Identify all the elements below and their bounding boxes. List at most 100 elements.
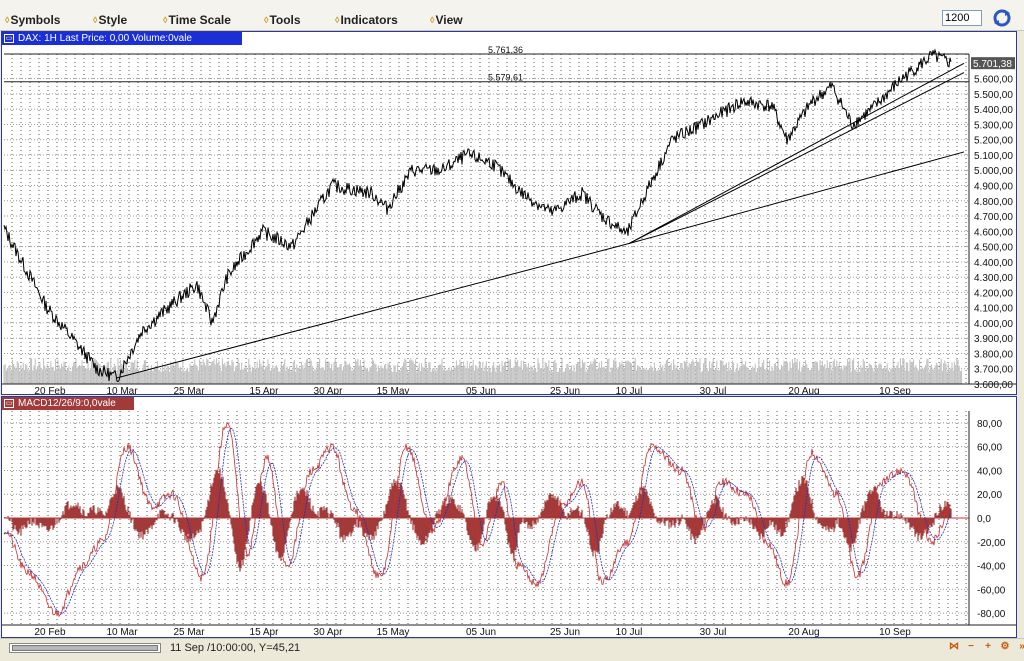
- last-price-box: [971, 57, 1015, 70]
- macd-panel-title: ▭ MACD12/26/9:0,0vale: [2, 397, 134, 410]
- y-tick-label: 5.400,00: [974, 105, 1013, 116]
- price-lines: 5.761,36 5.579,61: [3, 45, 969, 383]
- price-chart[interactable]: 5.761,36 5.579,61 5.600,00 5.500,00 5.400,0…: [2, 32, 1016, 394]
- y-tick-label: 5.000,00: [974, 166, 1013, 177]
- x-tick-label: 30 Apr: [314, 627, 344, 637]
- y-tick-label: 20,00: [977, 490, 1002, 501]
- x-tick-label: 30 Apr: [314, 386, 344, 394]
- x-tick-label: 15 May: [377, 386, 410, 394]
- y-tick-label: -60,00: [977, 585, 1006, 596]
- y-tick-label: 4.600,00: [974, 227, 1013, 238]
- x-tick-label: 10 Mar: [106, 386, 138, 394]
- x-tick-label: 05 Jun: [466, 386, 496, 394]
- price-panel-title: ▭ DAX: 1H Last Price: 0,00 Volume:0vale: [2, 32, 242, 45]
- last-price-label: 5.701,38: [973, 59, 1012, 70]
- macd-title-text: MACD12/26/9:0,0vale: [18, 398, 116, 409]
- y-tick-label: 4.300,00: [974, 273, 1013, 284]
- y-tick-label: 40,00: [977, 466, 1002, 477]
- x-tick-label: 10 Jul: [616, 386, 643, 394]
- y-tick-label: 4.500,00: [974, 243, 1013, 254]
- price-grid: [4, 54, 969, 385]
- x-tick-label: 25 Jun: [550, 386, 580, 394]
- x-tick-label: 30 Jul: [700, 627, 727, 637]
- macd-axis: 80,00 60,00 40,00 20,00 0,0 -20,00 -40,00 -60,0…: [2, 411, 1016, 637]
- menu-view[interactable]: ◊ View: [430, 12, 463, 27]
- menu-label: Symbols: [10, 12, 61, 27]
- x-tick-label: 20 Aug: [788, 627, 819, 637]
- x-tick-label: 10 Sep: [879, 627, 911, 637]
- y-tick-label: 5.100,00: [974, 151, 1013, 162]
- menu-toolbar: ◊ Symbols ◊ Style ◊ Time Scale ◊ Tools ◊ Indi…: [0, 0, 1024, 31]
- zoom-input[interactable]: [942, 10, 982, 26]
- diamond-icon: ◊: [264, 14, 269, 25]
- x-tick-label: 20 Feb: [34, 386, 66, 394]
- y-tick-label: -80,00: [977, 609, 1006, 620]
- menu-tools[interactable]: ◊ Tools: [264, 12, 301, 27]
- panel-menu-icon[interactable]: ▭: [4, 34, 14, 43]
- y-tick-label: 80,00: [977, 419, 1002, 430]
- x-tick-label: 10 Sep: [879, 386, 911, 394]
- y-tick-label: 4.400,00: [974, 258, 1013, 269]
- y-tick-label: -20,00: [977, 538, 1006, 549]
- y-tick-label: 5.600,00: [974, 75, 1013, 86]
- menu-symbols[interactable]: ◊ Symbols: [5, 12, 60, 27]
- panel-menu-icon[interactable]: ▭: [4, 399, 14, 408]
- price-line: [3, 48, 952, 383]
- y-tick-label: 4.100,00: [974, 304, 1013, 315]
- low-label: 5.579,61: [488, 73, 523, 83]
- menu-style[interactable]: ◊ Style: [93, 12, 127, 27]
- y-tick-label: 4.900,00: [974, 182, 1013, 193]
- nav-icons: ⋈ − + ⚙ »: [947, 641, 1024, 653]
- x-tick-label: 10 Mar: [106, 627, 138, 637]
- x-tick-label: 15 May: [377, 627, 410, 637]
- fit-icon[interactable]: ⋈: [949, 641, 959, 652]
- diamond-icon: ◊: [93, 14, 98, 25]
- y-tick-label: 5.200,00: [974, 136, 1013, 147]
- y-tick-label: -40,00: [977, 562, 1006, 573]
- diamond-icon: ◊: [335, 14, 340, 25]
- menu-label: View: [435, 12, 463, 27]
- y-tick-label: 60,00: [977, 443, 1002, 454]
- settings-icon[interactable]: ⚙: [1000, 641, 1010, 652]
- x-tick-label: 30 Jul: [700, 386, 727, 394]
- y-tick-label: 4.200,00: [974, 288, 1013, 299]
- macd-lines: [3, 421, 952, 618]
- x-tick-label: 25 Jun: [550, 627, 580, 637]
- price-title-text: DAX: 1H Last Price: 0,00 Volume:0vale: [18, 33, 192, 44]
- scroll-end-icon[interactable]: »: [1015, 641, 1024, 653]
- scroll-thumb[interactable]: [12, 645, 158, 651]
- x-tick-label: 15 Apr: [250, 386, 280, 394]
- y-tick-label: 4.000,00: [974, 319, 1013, 330]
- zoom-out-icon[interactable]: −: [968, 641, 974, 652]
- zoom-in-icon[interactable]: +: [985, 641, 991, 652]
- macd-panel: ▭ MACD12/26/9:0,0vale 80,00 60,00 40,00 20,…: [1, 396, 1017, 638]
- high-label: 5.761,36: [488, 45, 523, 55]
- x-tick-label: 25 Mar: [173, 386, 205, 394]
- trendline: [628, 72, 965, 244]
- y-tick-label: 3.700,00: [974, 365, 1013, 376]
- macd-chart[interactable]: 80,00 60,00 40,00 20,00 0,0 -20,00 -40,00 -60,0…: [2, 397, 1016, 637]
- diamond-icon: ◊: [163, 14, 168, 25]
- horizontal-scrollbar[interactable]: [9, 643, 161, 653]
- diamond-icon: ◊: [430, 14, 435, 25]
- y-tick-label: 3.800,00: [974, 349, 1013, 360]
- trendline: [116, 243, 630, 379]
- trendline: [628, 151, 965, 245]
- cursor-readout: 11 Sep /10:00:00, Y=45,21: [170, 642, 301, 654]
- y-tick-label: 0,0: [977, 514, 991, 525]
- macd-line: [3, 421, 952, 618]
- price-panel: ▭ DAX: 1H Last Price: 0,00 Volume:0vale …: [1, 31, 1017, 395]
- x-tick-label: 15 Apr: [250, 627, 280, 637]
- menu-label: Tools: [269, 12, 301, 27]
- x-tick-label: 20 Aug: [788, 386, 819, 394]
- x-tick-label: 25 Mar: [173, 627, 205, 637]
- y-tick-label: 4.800,00: [974, 197, 1013, 208]
- y-tick-label: 3.600,00: [974, 380, 1013, 391]
- menu-indicators[interactable]: ◊ Indicators: [335, 12, 398, 27]
- trendline: [628, 62, 965, 244]
- menu-time-scale[interactable]: ◊ Time Scale: [163, 12, 231, 27]
- menu-label: Indicators: [340, 12, 398, 27]
- refresh-icon[interactable]: [991, 8, 1013, 28]
- y-tick-label: 5.300,00: [974, 120, 1013, 131]
